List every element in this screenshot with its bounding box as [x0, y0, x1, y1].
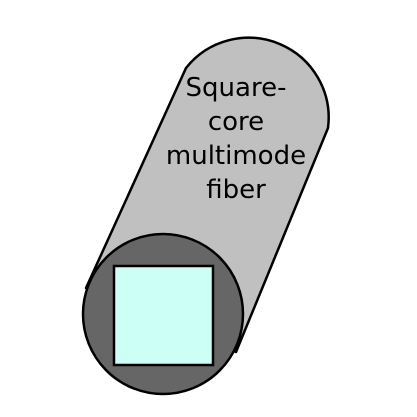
label-line-3: multimode — [166, 141, 306, 171]
label-line-1: Square- — [186, 73, 287, 103]
square-core — [112, 264, 215, 367]
label-line-4: fiber — [206, 175, 266, 205]
fiber-label: Square- core multimode fiber — [166, 73, 306, 205]
label-line-2: core — [208, 107, 264, 137]
